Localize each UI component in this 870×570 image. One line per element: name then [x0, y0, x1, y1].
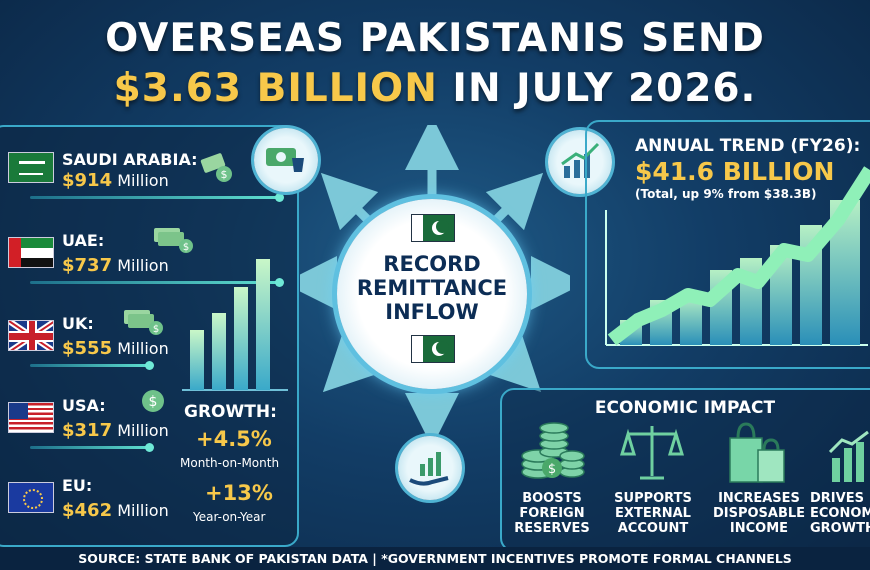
- growth-bar-chart: [182, 259, 288, 391]
- country-row-uk: UK: $555 Million: [0, 314, 300, 400]
- country-name: EU:: [62, 476, 93, 495]
- country-name: UK:: [62, 314, 94, 333]
- country-name: USA:: [62, 396, 106, 415]
- eu-flag-icon: [8, 482, 54, 513]
- month-on-month-label: Month-on-Month: [180, 456, 280, 470]
- country-row-usa: USA: $317 Million: [0, 396, 300, 482]
- annual-trend-subtitle: (Total, up 9% from $38.3B): [635, 187, 817, 201]
- country-row-eu: EU: $462 Million: [0, 476, 300, 562]
- svg-text:$: $: [183, 242, 189, 253]
- money-icon: $: [152, 224, 196, 259]
- pakistan-flag-icon: [411, 335, 455, 363]
- growth-chart-icon: [828, 430, 869, 482]
- headline-amount: $3.63 BILLION: [113, 66, 438, 111]
- impact-item-external-account: SUPPORTS EXTERNAL ACCOUNT: [614, 491, 692, 536]
- impact-item-economic-growth: DRIVESECONOMICGROWTH: [810, 491, 870, 536]
- connector-line: [30, 278, 284, 287]
- svg-text:$: $: [153, 324, 159, 335]
- connector-line: [30, 361, 154, 370]
- money-icon: $: [200, 150, 236, 191]
- svg-text:$: $: [221, 168, 228, 181]
- coins-stack-icon: $: [521, 422, 585, 479]
- country-amount: $737 Million: [62, 255, 169, 276]
- annual-trend-chart: [605, 166, 870, 346]
- uae-flag-icon: [8, 237, 54, 268]
- annual-trend-amount: $41.6 BILLION: [635, 157, 835, 186]
- headline-line-2: $3.63 BILLION IN JULY 2026.: [0, 66, 870, 111]
- impact-item-reserves: BOOSTS FOREIGN RESERVES: [514, 491, 590, 536]
- money-icon: $: [122, 306, 166, 341]
- growth-label: GROWTH:: [184, 402, 277, 422]
- annual-trend-title: ANNUAL TREND (FY26):: [635, 136, 861, 156]
- connector-line: [30, 443, 154, 452]
- month-on-month-value: +4.5%: [196, 427, 272, 451]
- pakistan-flag-icon: [411, 214, 455, 242]
- connector-line: [30, 193, 284, 202]
- country-row-saudi-arabia: SAUDI ARABIA: $914 Million: [0, 150, 300, 232]
- svg-text:$: $: [548, 462, 556, 477]
- headline-line-1: OVERSEAS PAKISTANIS SEND: [105, 16, 765, 61]
- country-amount: $462 Million: [62, 500, 169, 521]
- coin-icon: $: [140, 388, 166, 419]
- country-name: SAUDI ARABIA:: [62, 150, 198, 169]
- economic-impact-title: ECONOMIC IMPACT: [594, 398, 776, 418]
- year-on-year-value: +13%: [205, 481, 273, 505]
- country-amount: $555 Million: [62, 338, 169, 359]
- source-footer: SOURCE: STATE BANK OF PAKISTAN DATA | *G…: [0, 547, 870, 570]
- trend-chart-icon: [548, 130, 612, 194]
- country-name: UAE:: [62, 231, 105, 250]
- usa-flag-icon: [8, 402, 54, 433]
- country-amount: $317 Million: [62, 420, 169, 441]
- annual-trend-panel: [585, 120, 870, 369]
- country-amount: $914 Million: [62, 170, 169, 191]
- center-title: RECORD REMITTANCE INFLOW: [356, 252, 508, 324]
- impact-item-disposable-income: INCREASES DISPOSABLE INCOME: [712, 491, 806, 536]
- country-row-uae: UAE: $737 Million: [0, 231, 300, 317]
- saudi-arabia-flag-icon: [8, 152, 54, 183]
- year-on-year-label: Year-on-Year: [193, 510, 266, 524]
- headline-date: IN JULY 2026.: [437, 66, 757, 111]
- uk-flag-icon: [8, 320, 54, 351]
- hand-growth-icon: [398, 436, 462, 500]
- balance-scale-icon: [620, 426, 684, 480]
- shopping-bags-icon: [729, 422, 785, 483]
- svg-text:$: $: [149, 394, 158, 410]
- cash-payment-icon: [254, 128, 318, 192]
